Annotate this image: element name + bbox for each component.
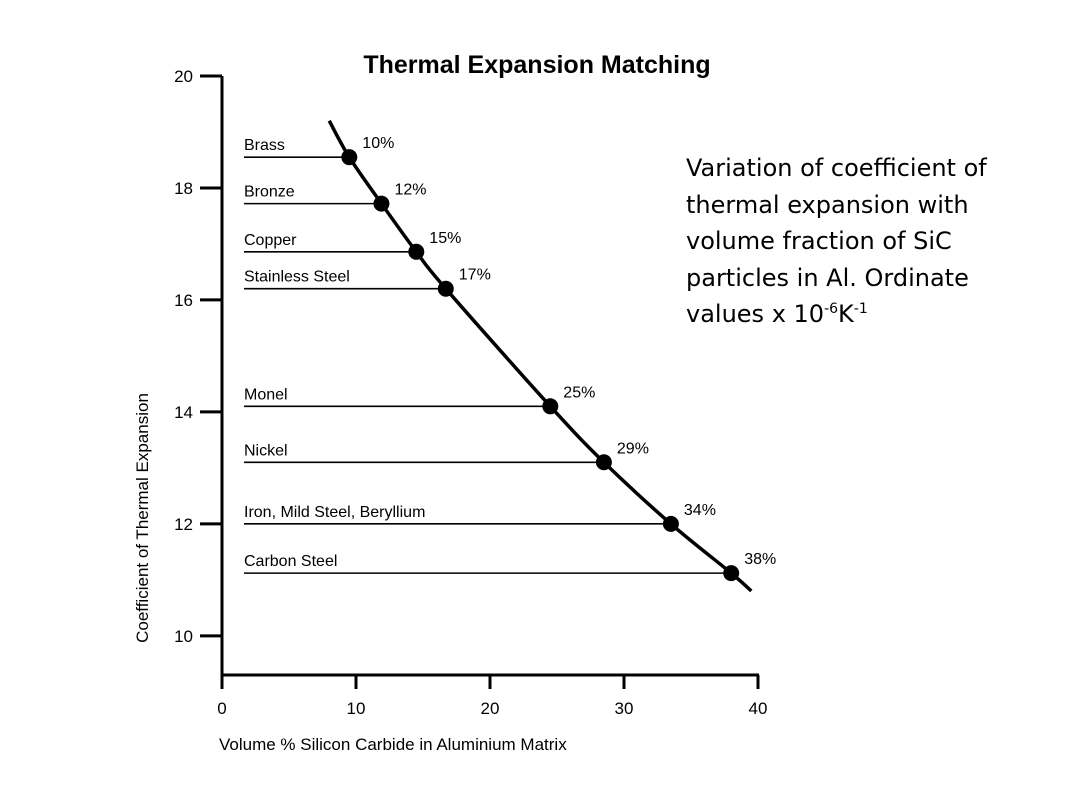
material-label: Brass bbox=[244, 137, 285, 154]
data-point bbox=[595, 454, 612, 471]
caption-line-3: volume fraction of SiC bbox=[686, 227, 952, 255]
caption-line-5: values x 10-6K-1 bbox=[686, 296, 1056, 333]
x-tick-label: 10 bbox=[347, 699, 366, 718]
material-label: Iron, Mild Steel, Beryllium bbox=[244, 504, 425, 521]
data-point bbox=[542, 398, 559, 415]
caption-line-1: Variation of coefficient of bbox=[686, 154, 987, 182]
point-percent-label: 25% bbox=[563, 384, 595, 401]
x-tick-label: 0 bbox=[217, 699, 226, 718]
point-percent-label: 15% bbox=[429, 230, 461, 247]
caption-exponent-2: -1 bbox=[853, 301, 868, 317]
data-point bbox=[723, 565, 740, 582]
x-axis-label: Volume % Silicon Carbide in Aluminium Ma… bbox=[219, 735, 567, 754]
caption: Variation of coefficient of thermal expa… bbox=[686, 150, 1056, 333]
x-tick-label: 30 bbox=[615, 699, 634, 718]
y-tick-label: 12 bbox=[174, 515, 193, 534]
material-label: Bronze bbox=[244, 184, 295, 201]
y-tick-label: 16 bbox=[174, 291, 193, 310]
data-point bbox=[437, 280, 454, 297]
caption-exponent-1: -6 bbox=[824, 301, 839, 317]
material-reference-lines: Brass Bronze Copper Stainless Steel Monel Nic… bbox=[244, 137, 732, 574]
point-percent-label: 10% bbox=[362, 135, 394, 152]
x-axis: 0 10 20 30 40 bbox=[217, 673, 768, 718]
y-tick-label: 20 bbox=[174, 67, 193, 86]
y-axis-label: Coefficient of Thermal Expansion bbox=[133, 393, 152, 643]
trend-curve bbox=[327, 119, 753, 593]
y-tick-label: 18 bbox=[174, 179, 193, 198]
point-percent-label: 29% bbox=[617, 440, 649, 457]
material-label: Monel bbox=[244, 386, 288, 403]
data-point bbox=[408, 243, 425, 260]
material-label: Stainless Steel bbox=[244, 269, 350, 286]
data-points: 10% 12% 15% 17% 25% 29% 34% 38% bbox=[341, 135, 776, 582]
material-label: Nickel bbox=[244, 442, 288, 459]
y-tick-label: 14 bbox=[174, 403, 193, 422]
y-axis: 10 12 14 16 18 20 bbox=[174, 67, 224, 677]
x-tick-label: 20 bbox=[481, 699, 500, 718]
point-percent-label: 12% bbox=[394, 182, 426, 199]
data-point bbox=[373, 195, 390, 212]
caption-values-text: values x 10 bbox=[686, 300, 825, 328]
material-label: Copper bbox=[244, 232, 297, 249]
point-percent-label: 38% bbox=[744, 551, 776, 568]
y-tick-label: 10 bbox=[174, 627, 193, 646]
material-label: Carbon Steel bbox=[244, 553, 337, 570]
point-percent-label: 17% bbox=[459, 267, 491, 284]
chart-title: Thermal Expansion Matching bbox=[363, 51, 710, 79]
data-point bbox=[341, 149, 358, 166]
point-percent-label: 34% bbox=[684, 502, 716, 519]
caption-line-2: thermal expansion with bbox=[686, 190, 969, 219]
x-tick-label: 40 bbox=[749, 699, 768, 718]
caption-line-4: particles in Al. Ordinate bbox=[686, 263, 969, 292]
caption-unit: K bbox=[838, 300, 854, 328]
data-point bbox=[662, 515, 679, 532]
